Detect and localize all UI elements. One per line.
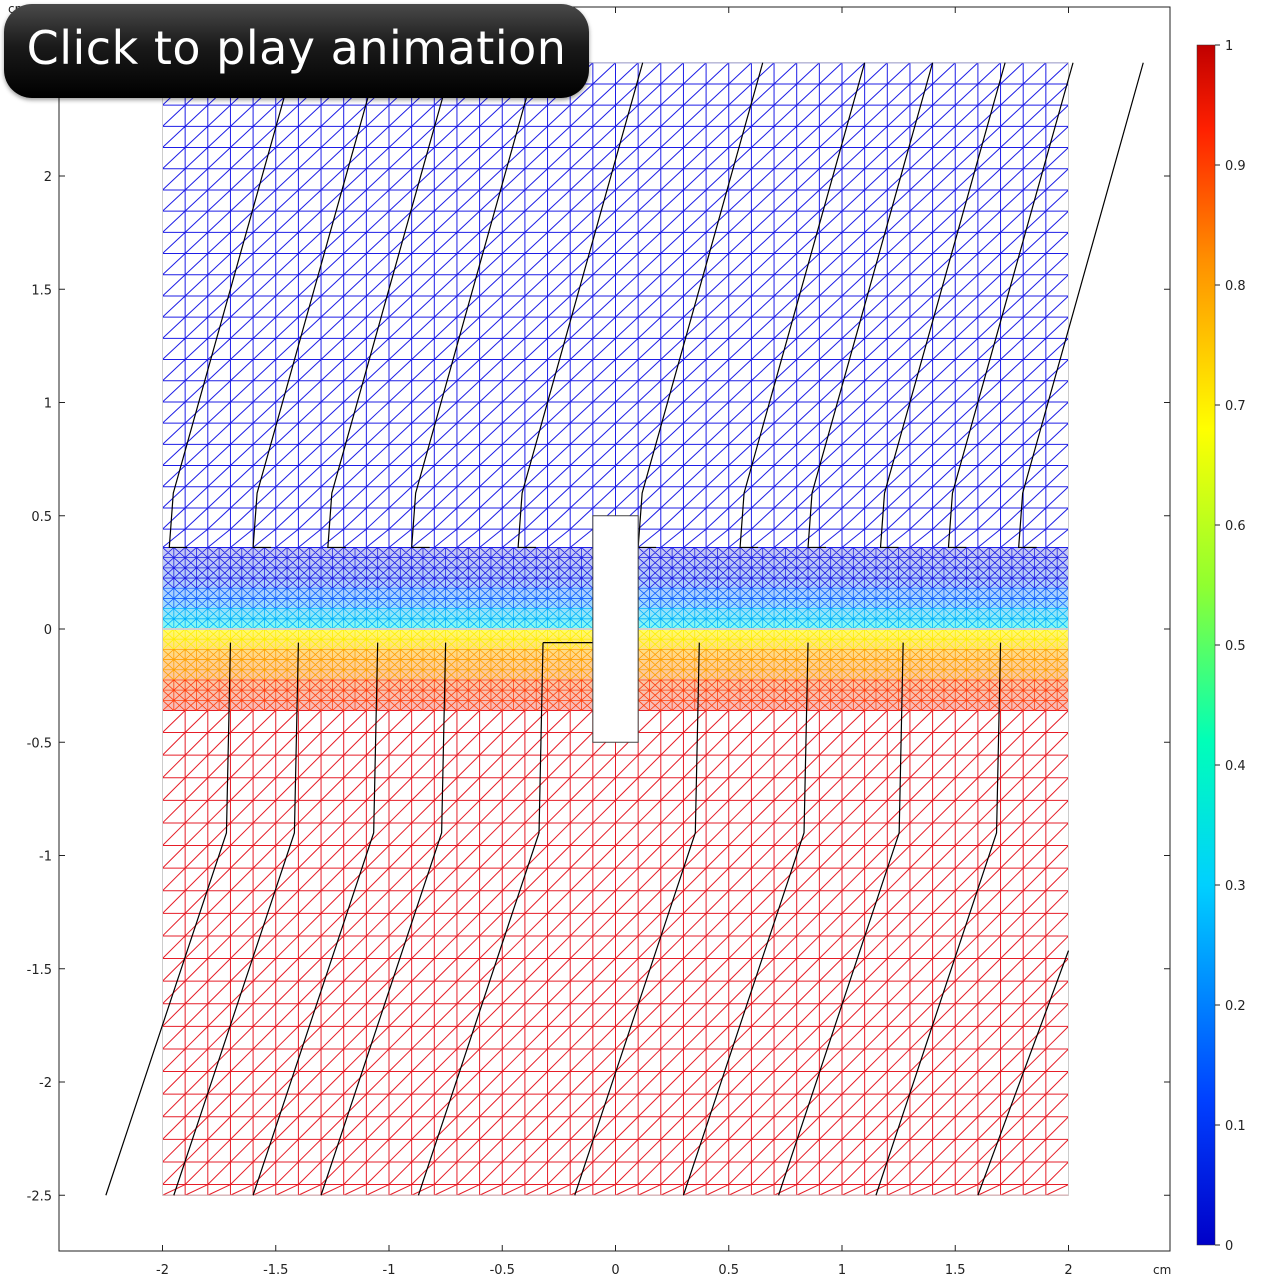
x-tick-label: 1 [838,1263,846,1278]
colorbar-tick-label: 0.9 [1225,159,1246,174]
streamlines [105,62,1144,1196]
x-tick-label: -1 [383,1263,396,1278]
lower-mesh [162,710,1069,1196]
y-tick-label: 1 [44,397,52,412]
x-tick-label: 0.5 [718,1263,739,1278]
colorbar [1196,44,1216,1246]
x-tick-label: 1.5 [945,1263,966,1278]
play-animation-button[interactable]: Click to play animation [4,4,589,98]
colorbar-tick-label: 0.2 [1225,999,1246,1014]
y-tick-label: -1.5 [27,963,52,978]
colorbar-tick-label: 0.3 [1225,879,1246,894]
y-tick-label: -0.5 [27,736,52,751]
y-axis: 2 1.5 1 0.5 0 -0.5 -1 -1.5 -2 -2.5 [27,170,1170,1204]
x-tick-label: 2 [1064,1263,1072,1278]
x-tick-label: -0.5 [490,1263,515,1278]
y-tick-label: -2 [39,1076,52,1091]
colorbar-tick-label: 0.8 [1225,279,1246,294]
x-axis: -2 -1.5 -1 -0.5 0 0.5 1 1.5 2 [156,7,1073,1278]
x-tick-label: -2 [156,1263,169,1278]
y-tick-label: 1.5 [31,283,52,298]
colorbar-tick-label: 0 [1225,1239,1233,1254]
x-tick-label: -1.5 [263,1263,288,1278]
upper-mesh [162,62,1069,548]
colorbar-tick-label: 1 [1225,39,1233,54]
y-tick-label: 2 [44,170,52,185]
obstacle-rect [592,515,639,743]
y-tick-label: 0 [44,623,52,638]
x-unit-label: cm [1153,1263,1171,1277]
y-tick-label: -1 [39,850,52,865]
colorbar-ticks: 1 0.9 0.8 0.7 0.6 0.5 0.4 0.3 0.2 0.1 0 [1215,39,1246,1254]
colorbar-gradient [1196,44,1216,1246]
play-animation-label: Click to play animation [26,21,567,75]
colorbar-tick-label: 0.6 [1225,519,1246,534]
colorbar-tick-label: 0.7 [1225,399,1246,414]
y-tick-label: -2.5 [27,1189,52,1204]
x-tick-label: 0 [611,1263,619,1278]
colorbar-tick-label: 0.1 [1225,1119,1246,1134]
colorbar-tick-label: 0.4 [1225,759,1246,774]
y-tick-label: 0.5 [31,510,52,525]
colorbar-tick-label: 0.5 [1225,639,1246,654]
